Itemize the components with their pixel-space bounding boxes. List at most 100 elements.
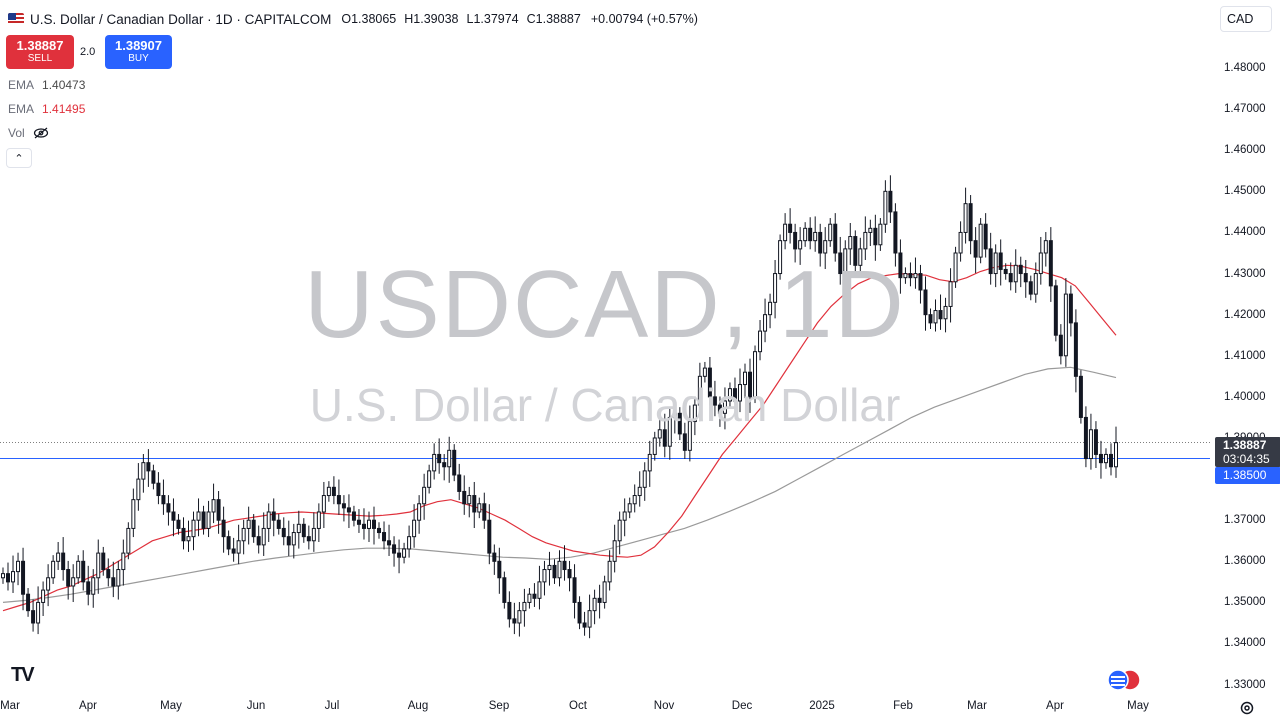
candle-body xyxy=(331,486,336,497)
candle-body xyxy=(452,449,457,476)
time-tick-label: Feb xyxy=(893,700,913,712)
candle-body xyxy=(201,511,206,529)
candle-body xyxy=(106,569,111,579)
candle-body xyxy=(527,593,532,603)
candle-body xyxy=(417,503,422,521)
candle-body xyxy=(993,252,998,275)
candle-body xyxy=(432,453,437,472)
currency-button[interactable]: CAD xyxy=(1220,6,1272,32)
candle-body xyxy=(61,552,66,571)
price-tick-label: 1.37000 xyxy=(1224,514,1266,527)
candle-body xyxy=(627,503,632,513)
candle-body xyxy=(316,511,321,529)
candle-body xyxy=(96,552,101,579)
candle-body xyxy=(828,223,833,242)
time-tick-label: Jun xyxy=(246,700,266,712)
candle-body xyxy=(1028,281,1033,295)
sell-button[interactable]: 1.38887 SELL xyxy=(6,35,74,69)
price-tick-label: 1.36000 xyxy=(1224,555,1266,568)
candle-body xyxy=(261,527,266,546)
candle-body xyxy=(552,564,557,579)
candle-body xyxy=(953,252,958,283)
candle-body xyxy=(256,536,261,546)
candle-body xyxy=(562,560,567,571)
indicator-volume[interactable]: Vol xyxy=(8,126,49,140)
candle-body xyxy=(1078,375,1083,418)
candle-body xyxy=(397,552,402,558)
candle-body xyxy=(587,610,592,628)
candle-body xyxy=(707,367,712,398)
candle-body xyxy=(743,371,747,386)
candle-body xyxy=(677,412,682,435)
candle-body xyxy=(356,519,361,525)
candle-body xyxy=(151,470,156,484)
candle-body xyxy=(121,552,126,571)
candle-body xyxy=(1023,273,1028,283)
candle-body xyxy=(462,490,467,505)
candle-body xyxy=(156,482,161,497)
candle-body xyxy=(11,571,16,583)
volume-label: Vol xyxy=(8,126,25,140)
price-chart-canvas[interactable] xyxy=(0,0,1210,696)
price-axis[interactable]: 1.48000 1.47000 1.46000 1.45000 1.44000 1.430… xyxy=(1210,0,1280,696)
candle-body xyxy=(968,203,973,242)
candle-body xyxy=(1048,240,1053,287)
high-label: H xyxy=(404,12,414,26)
candle-body xyxy=(617,519,622,542)
candle-body xyxy=(1083,416,1088,460)
candle-body xyxy=(131,499,136,529)
candle-body xyxy=(672,412,677,418)
economic-events-icon[interactable] xyxy=(1106,668,1142,692)
candle-body xyxy=(116,569,121,587)
candle-body xyxy=(722,400,727,414)
candle-body xyxy=(487,519,492,554)
candle-body xyxy=(186,536,191,542)
candle-body xyxy=(266,511,271,529)
candle-body xyxy=(346,507,351,513)
symbol-title[interactable]: U.S. Dollar / Canadian Dollar · 1D · CAP… xyxy=(30,11,332,27)
candle-body xyxy=(412,519,417,538)
tradingview-logo[interactable]: TV xyxy=(11,664,35,686)
indicator-ema-slow[interactable]: EMA 1.40473 xyxy=(8,78,85,92)
bar-countdown: 03:04:35 xyxy=(1223,452,1270,466)
indicator-ema-fast[interactable]: EMA 1.41495 xyxy=(8,102,85,116)
price-tick-label: 1.47000 xyxy=(1224,103,1266,116)
candle-body xyxy=(146,462,151,472)
buy-button[interactable]: 1.38907 BUY xyxy=(105,35,172,69)
candle-body xyxy=(933,310,938,324)
candle-body xyxy=(477,503,482,513)
candle-body xyxy=(818,231,823,254)
candle-body xyxy=(502,577,507,603)
gear-icon[interactable] xyxy=(1238,699,1256,717)
candle-body xyxy=(1008,273,1013,283)
candle-body xyxy=(893,211,898,254)
candle-body xyxy=(126,527,131,554)
candle-body xyxy=(6,573,11,583)
candle-body xyxy=(908,273,913,279)
candle-body xyxy=(507,601,512,620)
candle-body xyxy=(1114,442,1118,468)
candle-body xyxy=(482,503,487,521)
candle-body xyxy=(853,236,858,266)
candle-body xyxy=(652,437,657,455)
sell-price: 1.38887 xyxy=(16,38,64,53)
candle-body xyxy=(1098,453,1103,464)
candle-body xyxy=(702,367,707,377)
candle-body xyxy=(948,281,953,307)
candle-body xyxy=(361,523,366,529)
time-axis[interactable]: Mar Apr May Jun Jul Aug Sep Oct Nov Dec 2025 Feb Mar… xyxy=(0,696,1210,720)
candle-body xyxy=(1063,293,1068,357)
collapse-legend-button[interactable]: ⌃ xyxy=(6,148,32,168)
candle-body xyxy=(572,577,577,603)
candle-body xyxy=(737,384,742,402)
candle-body xyxy=(878,223,883,246)
candle-body xyxy=(236,540,241,554)
candle-body xyxy=(111,577,116,587)
candle-body xyxy=(291,532,296,546)
candle-body xyxy=(56,552,61,562)
candle-body xyxy=(647,453,652,472)
time-tick-label: Apr xyxy=(79,700,97,712)
candle-body xyxy=(442,462,447,468)
eye-off-icon[interactable] xyxy=(33,127,49,139)
symbol-header: U.S. Dollar / Canadian Dollar · 1D · CAP… xyxy=(0,0,1215,38)
